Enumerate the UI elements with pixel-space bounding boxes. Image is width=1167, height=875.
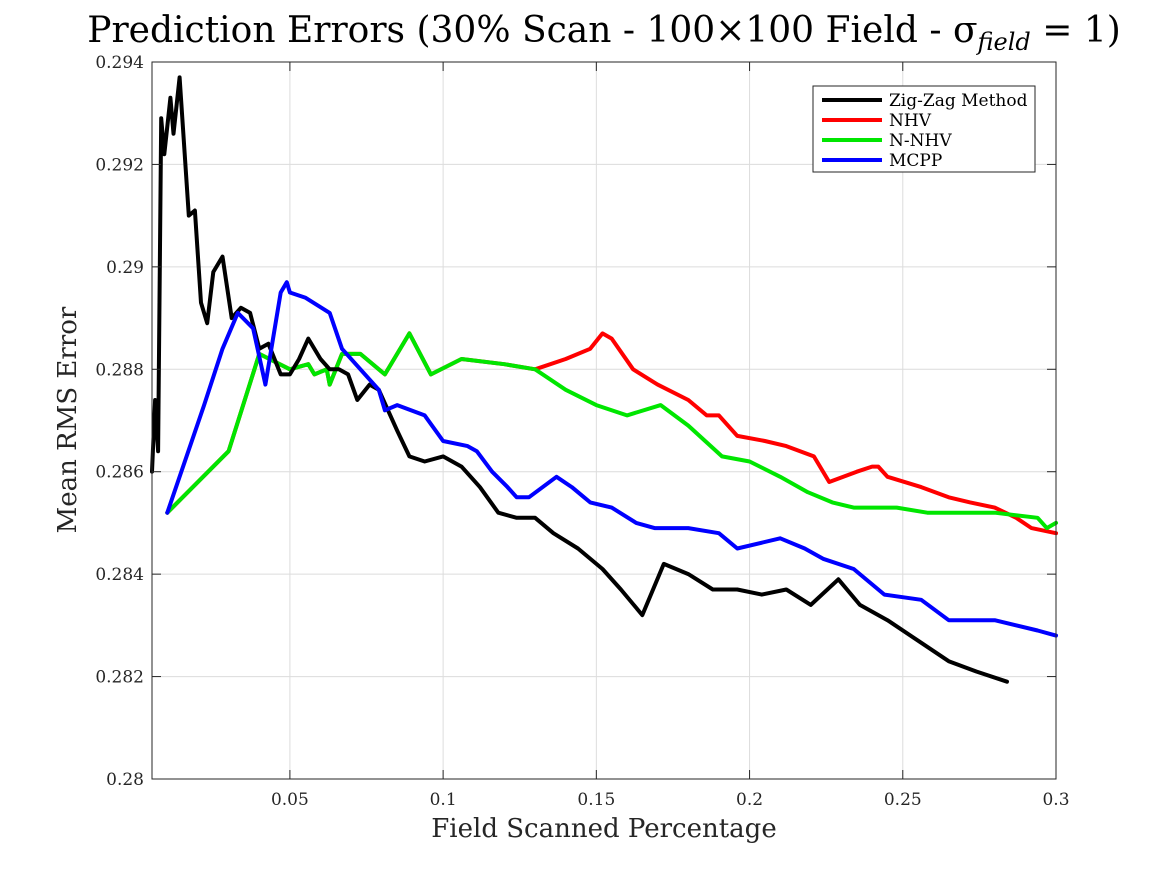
x-tick-label: 0.2 [736, 790, 763, 810]
legend-label-nhv: NHV [889, 111, 932, 131]
y-tick-label: 0.292 [95, 155, 144, 175]
x-tick-label: 0.3 [1042, 790, 1069, 810]
series-line-n-nhv [165, 331, 1058, 531]
legend-label-zig-zag-method: Zig-Zag Method [889, 91, 1028, 111]
tick-layer: 0.05 0.1 0.15 0.2 0.25 0.3 0.28 0.282 0.284 0.286… [95, 53, 1069, 810]
y-tick-label: 0.29 [106, 258, 144, 278]
y-tick-label: 0.286 [95, 463, 144, 483]
chart-title: Prediction Errors (30% Scan - 100×100 Fi… [87, 10, 1121, 56]
y-tick-label: 0.28 [106, 770, 144, 790]
axes-box [151, 61, 1057, 780]
y-tick-label: 0.288 [95, 360, 144, 380]
y-tick-label: 0.282 [95, 668, 144, 688]
legend-label-mcpp: MCPP [889, 151, 942, 171]
chart-title-main: Prediction Errors (30% Scan - 100×100 Fi… [87, 10, 977, 51]
legend-label-n-nhv: N-NHV [889, 131, 952, 151]
x-tick-label: 0.15 [577, 790, 615, 810]
y-tick-label: 0.294 [95, 53, 144, 73]
series-line-mcpp [165, 280, 1058, 638]
series-layer [150, 75, 1058, 684]
x-tick-label: 0.25 [884, 790, 922, 810]
x-axis-label: Field Scanned Percentage [431, 814, 776, 844]
series-line-nhv [165, 331, 1058, 536]
y-axis-label: Mean RMS Error [53, 306, 83, 533]
x-tick-label: 0.05 [271, 790, 309, 810]
y-tick-label: 0.284 [95, 565, 144, 585]
chart-title-end: = 1) [1031, 10, 1121, 51]
x-tick-label: 0.1 [430, 790, 457, 810]
chart-title-subscript: field [976, 28, 1031, 56]
